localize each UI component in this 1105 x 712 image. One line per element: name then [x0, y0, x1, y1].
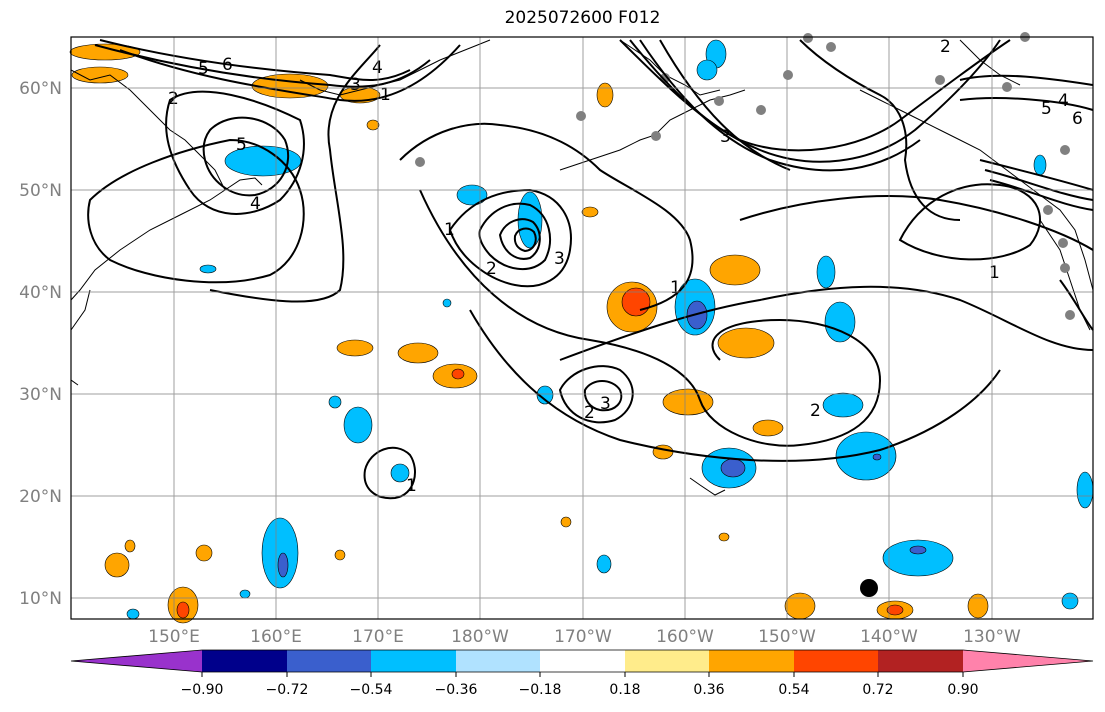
svg-text:160°W: 160°W [656, 627, 714, 647]
svg-text:6: 6 [222, 55, 233, 75]
map-area [71, 37, 1093, 619]
svg-text:170°W: 170°W [554, 627, 612, 647]
map-frame [70, 36, 1094, 620]
colorbar-segment [794, 650, 878, 672]
colorbar: −0.90 −0.72 −0.54 −0.36 −0.18 0.18 0.36 0.54 0.7… [70, 649, 1094, 698]
colorbar-segment [71, 650, 202, 672]
colorbar-tick-label: −0.36 [435, 682, 478, 698]
tc-marker [860, 579, 878, 597]
svg-text:10°N: 10°N [19, 589, 62, 609]
svg-text:1: 1 [406, 476, 417, 496]
svg-text:180°W: 180°W [451, 627, 509, 647]
colorbar-tick-label: 0.36 [693, 682, 724, 698]
svg-text:30°N: 30°N [19, 385, 62, 405]
colorbar-segment [709, 650, 794, 672]
svg-text:2: 2 [940, 37, 951, 57]
colorbar-tick-label: 0.90 [947, 682, 978, 698]
colorbar-tick-label: −0.72 [266, 682, 309, 698]
colorbar-segment [287, 650, 371, 672]
svg-text:40°N: 40°N [19, 283, 62, 303]
colorbar-tick-label: −0.54 [350, 682, 393, 698]
colorbar-tick-label: −0.18 [519, 682, 562, 698]
colorbar-segment [456, 650, 540, 672]
svg-text:2: 2 [810, 401, 821, 421]
svg-text:6: 6 [1072, 109, 1083, 129]
svg-text:3: 3 [554, 249, 565, 269]
svg-text:170°E: 170°E [352, 627, 404, 647]
svg-text:1: 1 [444, 220, 455, 240]
anomaly-shading [69, 39, 1094, 624]
svg-text:2: 2 [168, 89, 179, 109]
svg-text:3: 3 [350, 75, 361, 95]
graticule [71, 37, 1093, 619]
svg-text:3: 3 [720, 127, 731, 147]
svg-text:50°N: 50°N [19, 181, 62, 201]
svg-text:3: 3 [600, 394, 611, 414]
colorbar-segment [202, 650, 287, 672]
svg-text:5: 5 [236, 135, 247, 155]
svg-text:4: 4 [1058, 91, 1069, 111]
map-title: 2025072600 F012 [504, 8, 661, 28]
colorbar-segment [625, 650, 709, 672]
svg-text:4: 4 [250, 194, 261, 214]
svg-text:130°W: 130°W [963, 627, 1021, 647]
colorbar-segment [371, 650, 456, 672]
svg-text:150°W: 150°W [758, 627, 816, 647]
colorbar-tick-label: 0.18 [609, 682, 640, 698]
colorbar-segment [540, 650, 625, 672]
svg-text:160°E: 160°E [250, 627, 302, 647]
contour-labels: 6 5 4 3 2 1 5 4 3 2 1 3 2 1 2 1 1 2 3 4 … [168, 37, 1083, 496]
svg-text:1: 1 [670, 278, 681, 298]
svg-text:1: 1 [989, 263, 1000, 283]
svg-text:20°N: 20°N [19, 487, 62, 507]
colorbar-segment [963, 650, 1093, 672]
svg-text:150°E: 150°E [148, 627, 200, 647]
svg-text:5: 5 [1041, 99, 1052, 119]
colorbar-tick-label: 0.72 [862, 682, 893, 698]
colorbar-tick-label: 0.54 [778, 682, 809, 698]
svg-text:60°N: 60°N [19, 79, 62, 99]
longitude-labels: 150°E 160°E 170°E 180°W 170°W 160°W 150°… [148, 627, 1021, 647]
latitude-labels: 60°N 50°N 40°N 30°N 20°N 10°N [19, 79, 62, 609]
svg-text:2: 2 [584, 403, 595, 423]
svg-text:1: 1 [380, 85, 391, 105]
svg-text:4: 4 [372, 58, 383, 78]
svg-text:140°W: 140°W [860, 627, 918, 647]
colorbar-tick-label: −0.90 [181, 682, 224, 698]
svg-text:5: 5 [198, 59, 209, 79]
svg-text:2: 2 [486, 259, 497, 279]
colorbar-segment [878, 650, 963, 672]
